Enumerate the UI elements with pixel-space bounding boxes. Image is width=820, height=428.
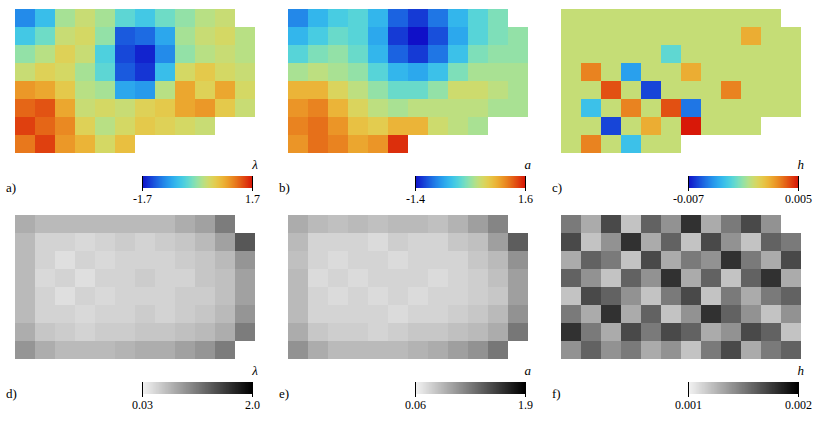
html-text:d): d) bbox=[6, 386, 17, 401]
svg-text:-1.7: -1.7 bbox=[133, 192, 152, 206]
svg-text:1.9: 1.9 bbox=[518, 398, 533, 412]
svg-text:0.001: 0.001 bbox=[675, 398, 702, 412]
svg-text:-0.007: -0.007 bbox=[673, 192, 704, 206]
svg-text:0.002: 0.002 bbox=[785, 398, 812, 412]
html-text:a: a bbox=[524, 157, 531, 172]
html-text:f): f) bbox=[552, 386, 561, 401]
html-text:b): b) bbox=[279, 180, 290, 195]
html-text:e): e) bbox=[279, 386, 290, 401]
html-text:h: h bbox=[797, 157, 804, 172]
svg-text:1.7: 1.7 bbox=[245, 192, 260, 206]
svg-text:0.005: 0.005 bbox=[785, 192, 812, 206]
svg-text:-1.4: -1.4 bbox=[406, 192, 425, 206]
html-text:a: a bbox=[524, 363, 531, 378]
html-text:a): a) bbox=[6, 180, 17, 195]
html-text:λ: λ bbox=[252, 363, 258, 378]
svg-text:1.6: 1.6 bbox=[518, 192, 533, 206]
svg-text:0.03: 0.03 bbox=[132, 398, 153, 412]
html-text:λ: λ bbox=[252, 157, 258, 172]
html-text:h: h bbox=[797, 363, 804, 378]
svg-text:2.0: 2.0 bbox=[245, 398, 260, 412]
html-text:c): c) bbox=[552, 180, 563, 195]
svg-text:0.06: 0.06 bbox=[405, 398, 426, 412]
